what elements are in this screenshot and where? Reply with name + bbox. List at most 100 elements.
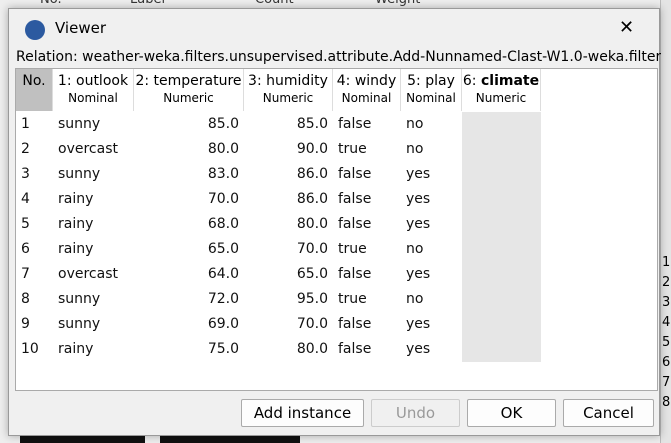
header-number: 1:: [57, 73, 72, 89]
table-cell: yes: [406, 216, 431, 232]
table-cell: no: [406, 116, 424, 132]
table-cell: 86.0: [296, 191, 328, 207]
table-cell: 5: [21, 216, 30, 232]
table-cell: no: [406, 241, 424, 257]
background-digit: 2: [662, 275, 671, 290]
background-digit: 1: [662, 255, 671, 270]
table-cell: 65.0: [296, 266, 328, 282]
table-cell: 64.0: [207, 266, 239, 282]
table-cell: 85.0: [296, 116, 328, 132]
header-name: humidity: [266, 73, 328, 89]
app-icon: [25, 20, 45, 40]
background-digit: 7: [662, 375, 671, 390]
column-header[interactable]: 4: windy Nominal: [333, 69, 401, 111]
button[interactable]: Add instance: [241, 399, 364, 427]
header-number: 2:: [135, 73, 150, 89]
table-cell: no: [406, 141, 424, 157]
table-cell: false: [338, 216, 372, 232]
column-header[interactable]: No.: [16, 69, 53, 111]
header-title: 2: temperature: [134, 73, 243, 89]
table-cell: 70.0: [296, 316, 328, 332]
header-name: climate: [480, 73, 540, 89]
table-cell: 80.0: [296, 341, 328, 357]
background-digit: 3: [662, 295, 671, 310]
header-title: 1: outlook: [53, 73, 133, 89]
table-cell: 80.0: [207, 141, 239, 157]
header-number: 6:: [462, 73, 477, 89]
header-title: No.: [16, 73, 52, 89]
table-cell: 10: [21, 341, 39, 357]
table-cell: false: [338, 266, 372, 282]
table-cell: 80.0: [296, 216, 328, 232]
table-cell: 70.0: [296, 241, 328, 257]
button[interactable]: Cancel: [563, 399, 654, 427]
table-cell: 65.0: [207, 241, 239, 257]
window-title: Viewer: [55, 19, 106, 37]
relation-label: Relation: weather-weka.filters.unsupervi…: [16, 49, 661, 65]
table-cell: yes: [406, 341, 431, 357]
table-cell: sunny: [58, 166, 101, 182]
background-digit: 8: [662, 395, 671, 410]
header-title: 3: humidity: [244, 73, 332, 89]
table-cell: overcast: [58, 141, 118, 157]
dialog: Viewer ✕ Relation: weather-weka.filters.…: [8, 8, 661, 436]
header-name: windy: [354, 73, 397, 89]
header-type: Numeric: [262, 91, 314, 105]
button: Undo: [371, 399, 460, 427]
table-cell: true: [338, 241, 367, 257]
table-cell: 75.0: [207, 341, 239, 357]
column-header[interactable]: 5: play Nominal: [401, 69, 462, 111]
table-cell: 2: [21, 141, 30, 157]
table-cell: false: [338, 191, 372, 207]
table-cell: false: [338, 316, 372, 332]
background-digit: 6: [662, 355, 671, 370]
table-cell: true: [338, 141, 367, 157]
table-cell: 69.0: [207, 316, 239, 332]
table-cell: 68.0: [207, 216, 239, 232]
table-cell: 85.0: [207, 116, 239, 132]
table-cell: 1: [21, 116, 30, 132]
table-cell: 6: [21, 241, 30, 257]
header-number: 4:: [336, 73, 351, 89]
column-header[interactable]: 2: temperature Numeric: [134, 69, 244, 111]
header-name: No.: [22, 73, 46, 89]
column-header[interactable]: 3: humidity Numeric: [244, 69, 333, 111]
table-cell: rainy: [58, 191, 94, 207]
table-cell: 8: [21, 291, 30, 307]
table-cell: sunny: [58, 116, 101, 132]
table-cell: 7: [21, 266, 30, 282]
table-cell: true: [338, 291, 367, 307]
background-label: Weight: [375, 0, 420, 7]
table-cell: no: [406, 291, 424, 307]
background-label: No.: [40, 0, 62, 7]
header-type: Nominal: [341, 91, 392, 105]
table-cell: 70.0: [207, 191, 239, 207]
table-cell: yes: [406, 191, 431, 207]
table-cell: yes: [406, 316, 431, 332]
background-digit: 4: [662, 315, 671, 330]
table-cell: yes: [406, 266, 431, 282]
table-cell: rainy: [58, 241, 94, 257]
table-cell: 86.0: [296, 166, 328, 182]
table-cell: yes: [406, 166, 431, 182]
header-type: Numeric: [475, 91, 527, 105]
table-cell: 9: [21, 316, 30, 332]
header-name: temperature: [153, 73, 242, 89]
background-panel: [660, 0, 671, 443]
background-label: Label: [130, 0, 165, 7]
table-cell: false: [338, 166, 372, 182]
close-button[interactable]: ✕: [619, 17, 635, 38]
table-cell: sunny: [58, 291, 101, 307]
button[interactable]: OK: [467, 399, 556, 427]
header-name: play: [425, 73, 455, 89]
table-cell: overcast: [58, 266, 118, 282]
column-header[interactable]: 1: outlook Nominal: [53, 69, 134, 111]
header-number: 5:: [407, 73, 421, 89]
column-header[interactable]: 6: climate Numeric: [462, 69, 541, 111]
table-cell: 90.0: [296, 141, 328, 157]
empty-column: [462, 112, 541, 362]
header-type: Numeric: [163, 91, 214, 105]
background-digit: 5: [662, 335, 671, 350]
table-cell: 72.0: [207, 291, 239, 307]
